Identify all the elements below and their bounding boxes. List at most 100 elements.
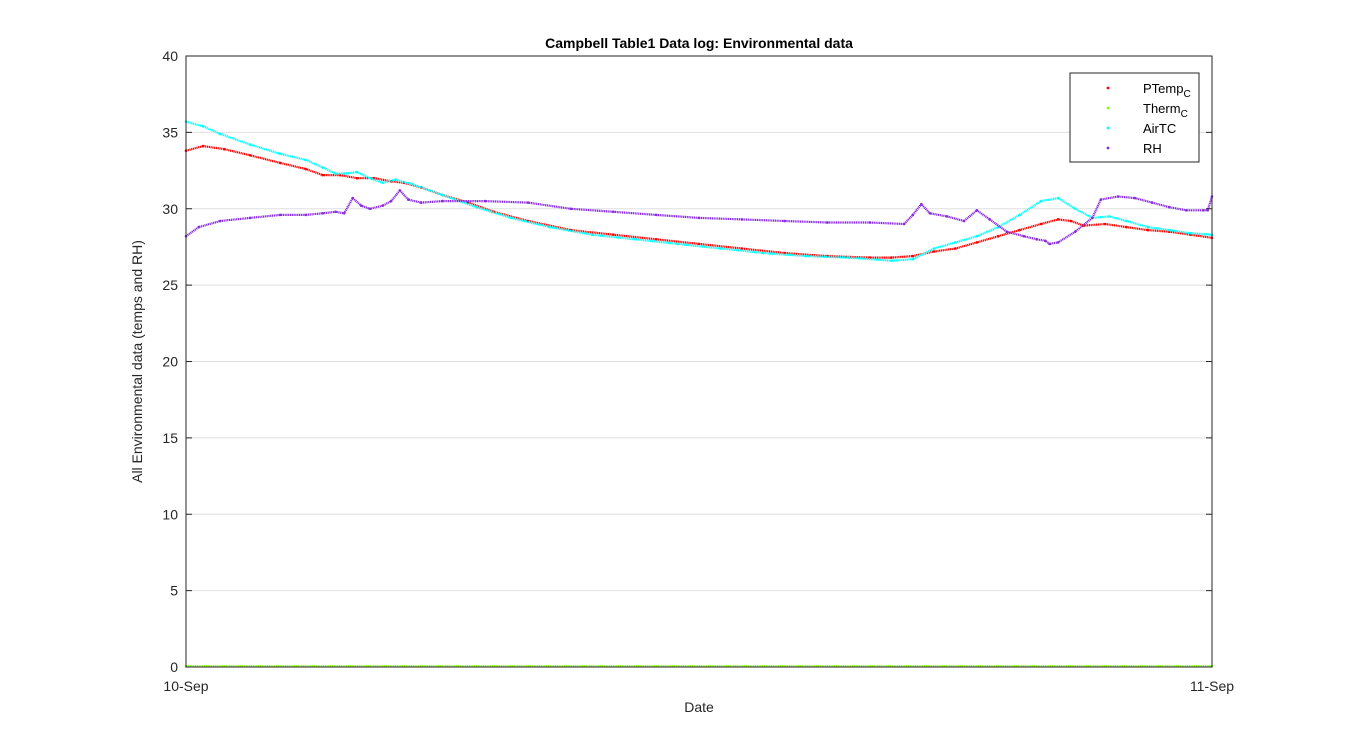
data-point (1133, 196, 1137, 200)
y-tick-label: 25 (162, 277, 178, 293)
x-axis-title: Date (684, 699, 714, 715)
data-point (761, 251, 765, 255)
legend-label-subscript: C (1183, 89, 1190, 100)
data-point (1150, 201, 1154, 204)
legend-label-name: AirTC (1143, 121, 1176, 136)
legend-marker (1106, 126, 1110, 130)
data-point (1146, 225, 1150, 229)
y-tick-label: 30 (162, 201, 178, 217)
grid-lines (185, 55, 1213, 668)
data-point (740, 218, 744, 221)
data-point (201, 125, 205, 128)
data-point (419, 201, 423, 204)
data-point (1069, 219, 1073, 223)
data-point (847, 256, 850, 259)
data-point (633, 238, 637, 241)
data-point (1018, 213, 1021, 217)
data-point (278, 152, 282, 156)
data-point (381, 181, 384, 185)
data-point (1039, 199, 1043, 203)
data-point (278, 213, 282, 217)
data-point (1035, 238, 1038, 241)
data-point (911, 213, 915, 217)
data-point (719, 247, 722, 250)
data-point (475, 205, 479, 209)
data-point (1206, 209, 1209, 212)
data-point (988, 218, 991, 221)
data-point (826, 221, 829, 224)
data-point (676, 242, 679, 246)
data-point (368, 176, 372, 180)
legend-marker (1106, 106, 1110, 110)
data-point (355, 176, 359, 180)
legend-item: ThermC (1106, 101, 1188, 120)
data-point (1091, 216, 1094, 220)
legend-item: AirTC (1106, 121, 1176, 136)
data-point (1185, 209, 1188, 212)
data-point (334, 210, 337, 214)
y-tick-label: 0 (170, 659, 178, 675)
data-point (1099, 198, 1103, 201)
data-point (975, 209, 979, 212)
legend-label: AirTC (1143, 121, 1176, 136)
data-point (304, 167, 308, 171)
data-point (868, 221, 872, 224)
data-point (902, 222, 906, 226)
legend-label-subscript: C (1181, 109, 1188, 120)
data-point (304, 213, 308, 217)
data-point (355, 170, 359, 174)
data-point (381, 204, 384, 207)
data-point (911, 257, 915, 261)
y-tick-label: 40 (162, 48, 178, 64)
legend-marker (1106, 86, 1110, 90)
data-point (484, 199, 487, 203)
data-point (509, 216, 513, 220)
data-point (697, 216, 701, 220)
data-point (248, 216, 252, 220)
series-ptemp (184, 144, 1214, 259)
x-tick-label: 11-Sep (1190, 678, 1234, 694)
data-point (304, 158, 308, 162)
data-point (1039, 222, 1043, 226)
data-point (954, 247, 957, 250)
data-point (569, 207, 573, 211)
data-point (1056, 241, 1060, 244)
axis-ticks: 0 5 10 15 20 25 30 35 40 10-Sep 11-Sep (162, 48, 1234, 694)
data-point (804, 254, 808, 258)
data-point (218, 132, 222, 136)
legend-label-name: Therm (1143, 101, 1181, 116)
data-point (1146, 228, 1150, 232)
data-point (441, 199, 444, 203)
data-point (655, 213, 658, 217)
data-point (526, 201, 530, 204)
data-point (223, 147, 226, 151)
series-airtc (184, 120, 1214, 263)
data-point (1202, 209, 1205, 212)
y-axis-title: All Environmental data (temps and RH) (129, 240, 145, 483)
data-point (197, 225, 201, 229)
y-tick-label: 35 (162, 124, 178, 140)
data-point (954, 241, 957, 244)
y-tick-label: 20 (162, 354, 178, 370)
data-point (697, 242, 701, 246)
legend-item: PTempC (1106, 81, 1191, 100)
data-point (932, 247, 936, 250)
chart-title: Campbell Table1 Data log: Environmental … (545, 35, 853, 51)
data-point (945, 215, 949, 218)
data-point (342, 172, 346, 175)
legend-box (1069, 72, 1200, 163)
data-point (1056, 218, 1060, 221)
legend-label-name: PTemp (1143, 81, 1183, 96)
data-point (590, 233, 594, 236)
data-point (612, 233, 615, 236)
series-line (185, 145, 1213, 259)
data-point (1044, 239, 1047, 243)
data-point (321, 212, 325, 215)
data-point (342, 212, 346, 215)
x-tick-label: 10-Sep (163, 678, 208, 694)
data-point (201, 144, 205, 148)
y-tick-label: 5 (170, 583, 178, 599)
data-point (612, 210, 615, 214)
